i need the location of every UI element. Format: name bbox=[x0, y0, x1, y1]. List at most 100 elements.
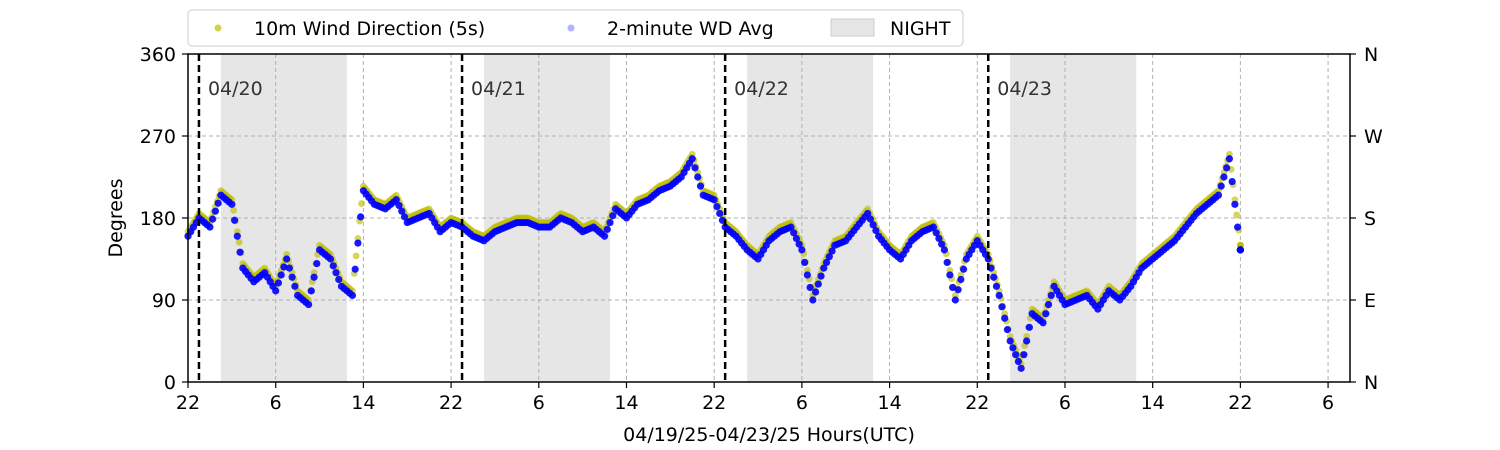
wd-avg-point-95-2 bbox=[1231, 200, 1239, 208]
wd-avg-point-56-2 bbox=[803, 271, 811, 279]
wd-avg-point-74-0 bbox=[995, 291, 1003, 300]
y-right-tick-label-1: E bbox=[1364, 290, 1376, 312]
wd-avg-point-9-1 bbox=[285, 264, 294, 272]
wd-avg-point-19-0 bbox=[392, 196, 400, 204]
wd-avg-point-11-3 bbox=[313, 259, 321, 268]
wd-avg-point-94-2 bbox=[1220, 173, 1228, 181]
wd-avg-point-48-0 bbox=[710, 196, 718, 204]
wd-avg-point-76-0 bbox=[1017, 364, 1025, 372]
wd-avg-point-70-0 bbox=[951, 296, 959, 304]
wd-avg-point-57-2 bbox=[814, 280, 822, 288]
wd-avg-point-94-3 bbox=[1223, 164, 1231, 172]
wd-avg-point-76-3 bbox=[1025, 323, 1033, 331]
wd-avg-point-8-0 bbox=[272, 287, 280, 295]
y-tick-label-1: 90 bbox=[152, 290, 176, 312]
series-layer bbox=[184, 150, 1244, 372]
wd-avg-point-19-2 bbox=[398, 207, 406, 215]
y-right-tick-label-0: N bbox=[1364, 372, 1378, 394]
y-tick-label-0: 0 bbox=[164, 372, 176, 394]
wd-avg-point-76-2 bbox=[1023, 337, 1031, 345]
wd-avg-point-4-3 bbox=[236, 248, 244, 256]
wd-avg-point-55-2 bbox=[792, 234, 801, 243]
wd-avg-point-94-1 bbox=[1217, 182, 1225, 190]
y-tick-label-2: 180 bbox=[140, 208, 176, 230]
legend-patch-night bbox=[830, 18, 875, 37]
y-tick-label-4: 360 bbox=[140, 44, 176, 66]
wd-avg-point-74-3 bbox=[1003, 326, 1012, 334]
wd-avg-point-58-2 bbox=[825, 253, 833, 261]
wd-avg-point-69-0 bbox=[940, 246, 948, 254]
wd-avg-point-69-3 bbox=[949, 283, 957, 292]
wd-avg-point-74-1 bbox=[998, 303, 1006, 311]
wd-avg-point-75-3 bbox=[1014, 357, 1022, 366]
wd-avg-point-76-1 bbox=[1020, 351, 1028, 359]
wd-avg-point-69-1 bbox=[943, 258, 951, 267]
wd-avg-point-94-0 bbox=[1214, 191, 1223, 199]
day-label-2: 04/22 bbox=[734, 78, 789, 100]
wd-avg-point-38-3 bbox=[609, 212, 617, 220]
wd-avg-point-2-2 bbox=[211, 207, 220, 215]
wd-avg-point-15-1 bbox=[351, 265, 359, 273]
y-right-tick-label-4: N bbox=[1364, 44, 1378, 66]
wd-avg-point-2-0 bbox=[206, 223, 214, 231]
legend-marker-wind-direction bbox=[214, 24, 222, 32]
wd-avg-point-74-2 bbox=[1001, 314, 1009, 322]
wd-avg-point-55-3 bbox=[795, 240, 803, 248]
tick-layer: 22 6 14 22 6 14 22 6 14 22 6 14 22 6 0 90 180 270 360 N E S W N bbox=[140, 44, 1383, 414]
x-tick-label-3: 22 bbox=[439, 392, 463, 414]
wd-avg-point-8-3 bbox=[280, 263, 288, 271]
wd-avg-point-19-1 bbox=[395, 201, 403, 210]
wd-avg-point-55-1 bbox=[790, 229, 798, 237]
wd-avg-point-95-3 bbox=[1234, 223, 1242, 231]
wd-avg-point-8-1 bbox=[274, 279, 283, 287]
wd-avg-point-75-0 bbox=[1006, 337, 1014, 345]
wd-avg-point-58-1 bbox=[822, 258, 831, 267]
wd-avg-point-2-1 bbox=[209, 215, 217, 223]
legend-frame bbox=[187, 9, 964, 47]
wd-avg-point-11-0 bbox=[304, 300, 313, 309]
wd-avg-point-13-1 bbox=[329, 262, 337, 270]
wd-avg-point-57-1 bbox=[811, 288, 820, 296]
wd-avg-point-56-3 bbox=[806, 283, 814, 292]
wd-avg-point-70-1 bbox=[954, 286, 962, 294]
night-period-0 bbox=[220, 54, 347, 382]
wd-avg-point-73-3 bbox=[992, 282, 1001, 290]
day-label-3: 04/23 bbox=[997, 78, 1052, 100]
x-tick-label-7: 6 bbox=[796, 392, 808, 414]
wd-avg-point-2-3 bbox=[214, 199, 222, 207]
wd-avg-point-57-3 bbox=[817, 272, 825, 280]
wd-avg-point-46-0 bbox=[688, 155, 696, 163]
wd-avg-point-11-2 bbox=[310, 273, 318, 281]
wd-avg-point-78-3 bbox=[1047, 291, 1055, 300]
wd-avg-point-56-1 bbox=[801, 258, 809, 267]
wd-avg-point-46-3 bbox=[696, 182, 705, 190]
wd-avg-point-68-3 bbox=[938, 240, 946, 248]
wd-avg-point-57-0 bbox=[809, 296, 817, 304]
wd-avg-point-4-1 bbox=[230, 216, 239, 224]
wd-avg-point-70-3 bbox=[959, 265, 968, 273]
wd-avg-point-56-0 bbox=[798, 246, 806, 254]
wd-avg-point-96-3 bbox=[1236, 246, 1244, 254]
wd-avg-point-48-2 bbox=[716, 209, 724, 218]
legend: 10m Wind Direction (5s) 2-minute WD Avg … bbox=[187, 9, 964, 47]
legend-label-wind-direction: 10m Wind Direction (5s) bbox=[254, 18, 485, 40]
wd-avg-point-4-2 bbox=[233, 232, 241, 240]
wd-avg-point-62-0 bbox=[864, 209, 872, 218]
day-label-1: 04/21 bbox=[471, 78, 526, 100]
wd-avg-point-9-2 bbox=[288, 273, 296, 281]
wd-avg-point-68-0 bbox=[929, 223, 938, 231]
x-tick-label-4: 6 bbox=[533, 392, 545, 414]
wd-avg-point-15-3 bbox=[357, 213, 365, 221]
wd-avg-point-68-1 bbox=[932, 229, 940, 237]
wd-avg-point-58-3 bbox=[828, 247, 836, 255]
wd-avg-point-55-0 bbox=[787, 223, 795, 231]
day-boundary-layer: 04/20 04/21 04/22 04/23 bbox=[197, 54, 1052, 382]
x-tick-label-2: 14 bbox=[351, 392, 375, 414]
wd-avg-point-78-2 bbox=[1044, 300, 1053, 309]
x-tick-label-10: 6 bbox=[1059, 392, 1071, 414]
legend-marker-wd-avg bbox=[567, 24, 575, 32]
wd-avg-point-8-2 bbox=[277, 271, 285, 279]
y-tick-label-3: 270 bbox=[140, 126, 176, 148]
wd-avg-point-75-2 bbox=[1012, 351, 1020, 359]
